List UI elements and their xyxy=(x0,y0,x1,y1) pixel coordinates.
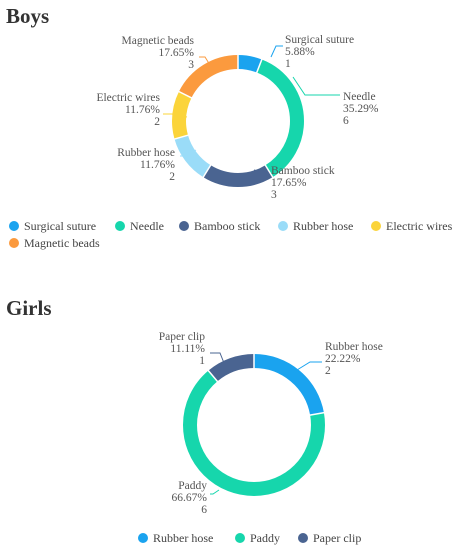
label-count-bamboo-stick: 3 xyxy=(271,189,277,201)
legend-label: Rubber hose xyxy=(293,219,353,233)
label-percent-bamboo-stick: 17.65% xyxy=(271,177,307,189)
slice-electric-wires[interactable] xyxy=(172,55,304,187)
chart-title-girls: Girls xyxy=(6,296,52,320)
label-percent-surgical-suture: 5.88% xyxy=(285,46,315,58)
label-name-electric-wires: Electric wires xyxy=(96,92,160,104)
label-name-needle: Needle xyxy=(343,91,376,103)
label-percent-magnetic-beads: 17.65% xyxy=(159,47,195,59)
label-count-rubber-hose: 2 xyxy=(325,365,331,377)
legend-label: Rubber hose xyxy=(153,531,213,545)
legend-label: Electric wires xyxy=(386,219,453,233)
legend-label: Paper clip xyxy=(313,531,361,545)
legend-label: Paddy xyxy=(250,531,280,545)
legend-marker xyxy=(371,221,381,231)
legend-label: Surgical suture xyxy=(24,219,96,233)
legend-item-bamboo-stick[interactable]: Bamboo stick xyxy=(179,219,260,233)
legend-item-paper-clip[interactable]: Paper clip xyxy=(298,531,361,545)
label-name-paddy: Paddy xyxy=(178,480,207,492)
label-percent-rubber-hose: 22.22% xyxy=(325,353,361,365)
label-count-electric-wires: 2 xyxy=(154,116,160,128)
leader-line-rubber-hose xyxy=(296,361,322,371)
legend-item-rubber-hose[interactable]: Rubber hose xyxy=(138,531,213,545)
slice-separator xyxy=(207,369,219,383)
leader-line-surgical-suture xyxy=(270,45,283,58)
chart-boys: Surgical suture5.88%1Needle35.29%6Bamboo… xyxy=(9,34,453,250)
label-percent-paper-clip: 11.11% xyxy=(170,343,205,355)
label-count-rubber-hose: 2 xyxy=(169,171,175,183)
label-count-paddy: 6 xyxy=(201,504,207,516)
legend-marker xyxy=(235,533,245,543)
legend-item-electric-wires[interactable]: Electric wires xyxy=(371,219,453,233)
label-name-rubber-hose: Rubber hose xyxy=(325,341,383,353)
label-name-paper-clip: Paper clip xyxy=(159,331,206,343)
legend-marker xyxy=(138,533,148,543)
leader-line-rubber-hose xyxy=(180,149,197,157)
label-count-paper-clip: 1 xyxy=(199,355,205,367)
label-count-surgical-suture: 1 xyxy=(285,58,291,70)
legend-label: Magnetic beads xyxy=(24,236,100,250)
legend-label: Bamboo stick xyxy=(194,219,260,233)
label-count-magnetic-beads: 3 xyxy=(188,59,194,71)
leader-line-needle xyxy=(292,76,340,96)
legend-marker xyxy=(179,221,189,231)
slice-paddy[interactable] xyxy=(183,354,325,496)
leader-line-electric-wires xyxy=(163,113,188,118)
leader-line-paper-clip xyxy=(210,352,227,369)
label-percent-electric-wires: 11.76% xyxy=(125,104,160,116)
legend-item-magnetic-beads[interactable]: Magnetic beads xyxy=(9,236,100,250)
legend-marker xyxy=(9,238,19,248)
leader-line-magnetic-beads xyxy=(199,56,211,66)
label-name-rubber-hose: Rubber hose xyxy=(117,147,175,159)
slice-separator xyxy=(173,134,190,141)
legend-marker xyxy=(298,533,308,543)
slice-separator xyxy=(309,411,326,417)
legend-marker xyxy=(9,221,19,231)
chart-title-boys: Boys xyxy=(6,4,50,28)
slice-separator xyxy=(202,163,212,179)
legend-label: Needle xyxy=(130,219,164,233)
legend-item-surgical-suture[interactable]: Surgical suture xyxy=(9,219,96,233)
leader-line-paddy xyxy=(210,489,220,495)
legend-marker xyxy=(278,221,288,231)
leader-line-bamboo-stick xyxy=(253,169,268,173)
label-percent-paddy: 66.67% xyxy=(172,492,208,504)
slice-needle[interactable] xyxy=(172,55,304,187)
legend-item-paddy[interactable]: Paddy xyxy=(235,531,280,545)
slice-separator xyxy=(177,90,193,99)
legend-marker xyxy=(115,221,125,231)
label-count-needle: 6 xyxy=(343,115,349,127)
slice-separator xyxy=(255,58,263,74)
legend-item-rubber-hose[interactable]: Rubber hose xyxy=(278,219,353,233)
label-percent-needle: 35.29% xyxy=(343,103,379,115)
label-name-magnetic-beads: Magnetic beads xyxy=(122,35,195,47)
label-name-surgical-suture: Surgical suture xyxy=(285,34,354,46)
legend-item-needle[interactable]: Needle xyxy=(115,219,164,233)
slice-bamboo-stick[interactable] xyxy=(172,55,304,187)
slice-separator xyxy=(264,163,274,179)
label-name-bamboo-stick: Bamboo stick xyxy=(271,165,335,177)
label-percent-rubber-hose: 11.76% xyxy=(140,159,175,171)
